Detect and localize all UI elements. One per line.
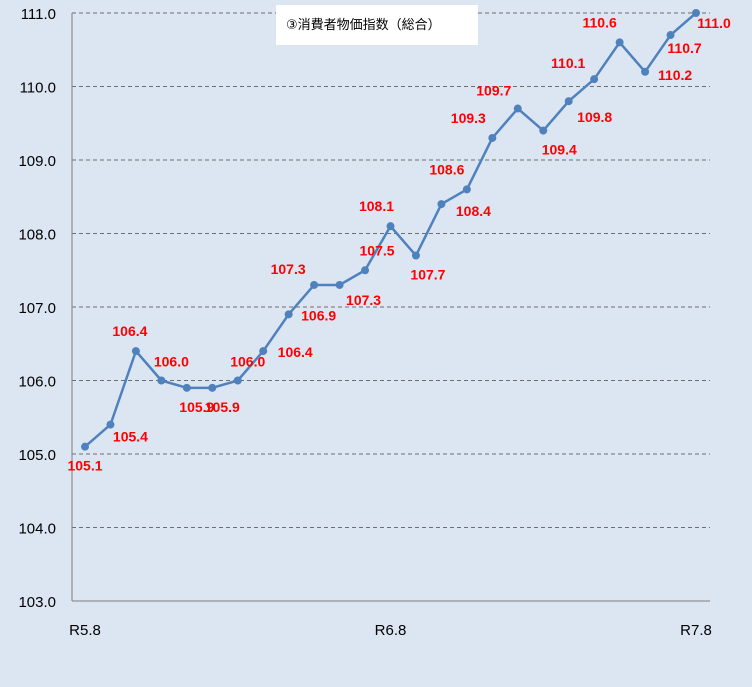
data-label: 107.5 <box>360 242 395 258</box>
x-tick-label: R6.8 <box>375 622 407 639</box>
data-label: 106.4 <box>278 344 313 360</box>
data-label: 108.1 <box>359 198 394 214</box>
data-point <box>106 420 115 429</box>
x-tick-label: R5.8 <box>69 622 101 639</box>
data-label: 105.4 <box>113 429 148 445</box>
data-point <box>208 383 217 392</box>
data-point <box>157 376 166 385</box>
data-point <box>310 280 319 289</box>
data-label: 109.3 <box>451 110 486 126</box>
data-label: 111.0 <box>697 15 731 31</box>
data-label: 110.2 <box>658 67 692 83</box>
data-point <box>615 38 624 47</box>
data-label: 107.3 <box>346 292 381 308</box>
data-label: 109.7 <box>476 83 511 99</box>
data-point <box>411 251 420 260</box>
data-point <box>259 347 268 356</box>
data-label: 105.9 <box>205 399 240 415</box>
data-point <box>666 31 675 40</box>
data-label: 107.7 <box>410 267 445 283</box>
data-label: 110.7 <box>667 40 701 56</box>
chart-title: ③消費者物価指数（総合） <box>286 18 441 33</box>
data-point <box>131 347 140 356</box>
data-point <box>539 126 548 135</box>
data-point <box>692 9 700 17</box>
data-point <box>182 383 191 392</box>
data-label: 106.0 <box>154 354 189 370</box>
data-label: 108.4 <box>456 203 491 219</box>
data-point <box>590 75 599 84</box>
x-tick-label: R7.8 <box>680 622 712 639</box>
y-tick-label: 103.0 <box>18 594 56 611</box>
data-label: 110.6 <box>582 14 616 30</box>
y-tick-label: 108.0 <box>18 227 56 244</box>
data-point <box>284 310 293 319</box>
data-point <box>437 200 446 209</box>
y-tick-label: 110.0 <box>20 80 56 97</box>
data-label: 106.9 <box>301 307 336 323</box>
data-label: 109.4 <box>542 142 577 158</box>
y-tick-label: 107.0 <box>18 300 56 317</box>
data-label: 105.9 <box>179 399 214 415</box>
data-point <box>233 376 242 385</box>
data-point <box>81 442 89 451</box>
data-point <box>513 104 522 113</box>
chart-title-box: ③消費者物価指数（総合） <box>276 5 478 45</box>
data-label: 108.6 <box>429 161 464 177</box>
y-tick-label: 109.0 <box>18 153 56 170</box>
data-point <box>564 97 573 106</box>
data-label: 110.1 <box>551 55 585 71</box>
y-tick-label: 104.0 <box>18 521 56 538</box>
data-label: 106.0 <box>230 354 265 370</box>
data-label: 109.8 <box>577 109 612 125</box>
y-tick-label: 106.0 <box>18 374 56 391</box>
data-point <box>386 222 395 231</box>
data-label: 105.1 <box>67 458 102 474</box>
y-tick-label: 105.0 <box>18 447 56 464</box>
data-point <box>361 266 370 275</box>
data-point <box>488 133 497 142</box>
data-point <box>641 67 650 76</box>
data-point <box>462 185 471 194</box>
data-point <box>335 280 344 289</box>
data-label: 106.4 <box>112 323 147 339</box>
y-tick-label: 111.0 <box>21 6 56 23</box>
data-label: 107.3 <box>271 261 306 277</box>
